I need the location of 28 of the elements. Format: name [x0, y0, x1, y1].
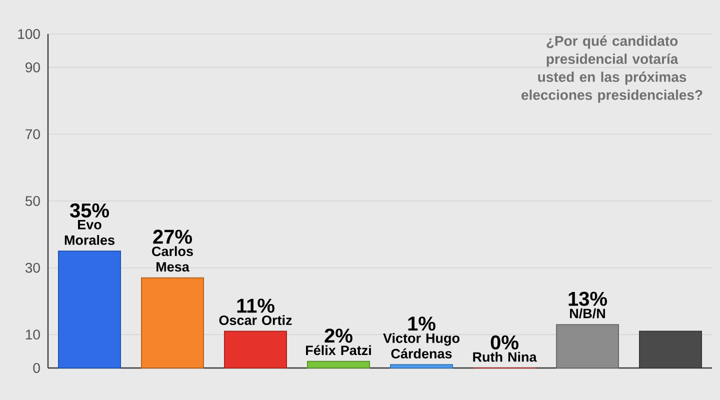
data-label: 2% — [324, 328, 352, 343]
data-label: 35% — [70, 203, 109, 218]
y-tick-label: 10 — [26, 330, 40, 340]
x-tick-label: Carlos Mesa — [152, 246, 193, 272]
bar — [307, 360, 370, 368]
x-tick-label: Oscar Ortiz — [219, 315, 292, 326]
y-tick-label: 0 — [33, 363, 40, 373]
bar — [141, 277, 204, 368]
data-label: 27% — [153, 230, 192, 244]
y-tick-label: 50 — [25, 196, 40, 206]
x-tick-label: Félix Patzi — [306, 345, 371, 356]
y-tick-label: 100 — [18, 29, 40, 39]
x-tick-label: N/B/N — [570, 308, 605, 318]
text: ¿Por qué candidato presidencial votaría usted en las próximas elecciones presidenciales? — [522, 36, 702, 103]
y-tick-label: 90 — [26, 62, 40, 72]
bar — [58, 250, 121, 368]
bar — [224, 330, 287, 368]
y-tick-label: 30 — [25, 262, 40, 273]
bar — [390, 364, 453, 368]
data-label: 13% — [568, 292, 607, 306]
bar — [556, 324, 619, 368]
x-tick-label: Ruth Nina — [473, 352, 537, 362]
data-label: 11% — [237, 298, 274, 313]
data-label: 0% — [490, 335, 518, 350]
data-label: 1% — [408, 316, 436, 331]
x-tick-label: Evo Morales — [64, 220, 114, 245]
y-tick-label: 70 — [26, 129, 40, 140]
x-tick-label: Victor Hugo Cárdenas — [383, 333, 460, 358]
